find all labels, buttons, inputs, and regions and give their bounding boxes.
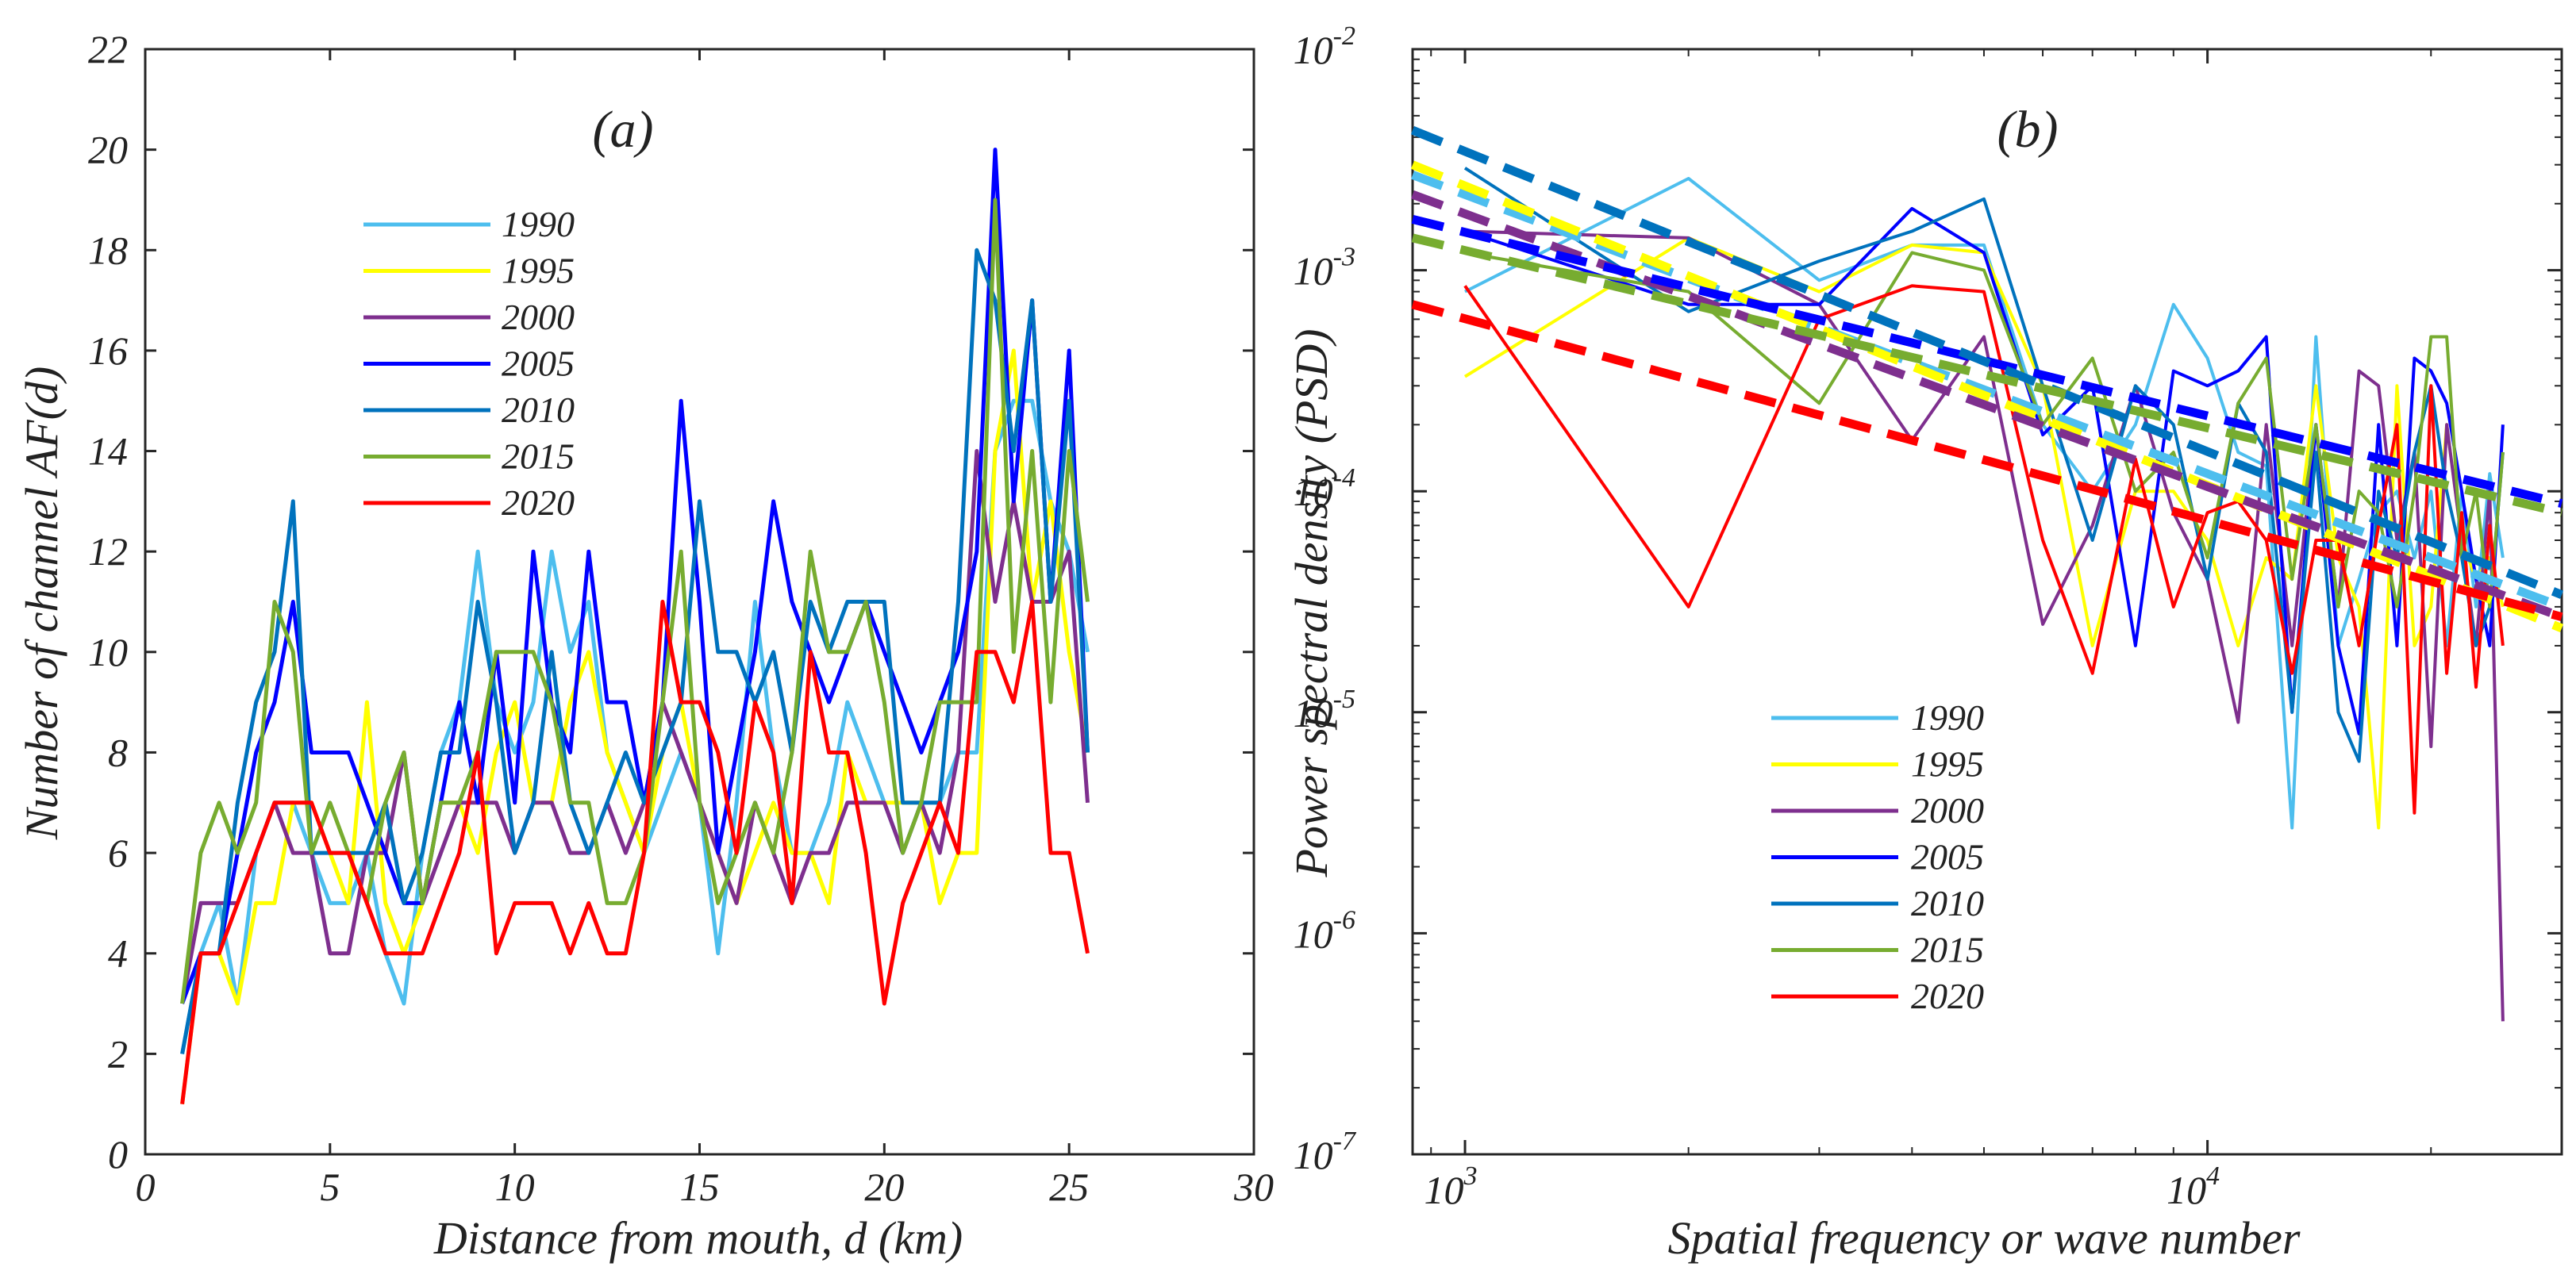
panel-b-series-line-2010 xyxy=(1463,167,2505,763)
panel-a-y-tick-label: 16 xyxy=(88,328,128,373)
panel-a-y-tick-label: 4 xyxy=(108,931,128,976)
panel-a-x-tick-label: 30 xyxy=(1233,1165,1274,1209)
panel-b-y-tick-label: 10-5 xyxy=(1294,685,1355,735)
panel-b-x-tick-base: 10 xyxy=(2167,1168,2206,1212)
panel-a-label: (a) xyxy=(593,101,654,159)
panel-a-legend-label-2015: 2015 xyxy=(502,436,575,477)
panel-b-legend-label-2015: 2015 xyxy=(1911,930,1984,970)
panel-a-x-tick-label: 10 xyxy=(495,1165,535,1209)
panel-b-x-tick-exponent: 4 xyxy=(2206,1161,2220,1191)
panel-a-x-tick-label: 25 xyxy=(1049,1165,1089,1209)
panel-b-fit-line-1995 xyxy=(1410,160,2564,632)
panel-a-series-line-2015 xyxy=(180,198,1090,1004)
panel-a-x-tick-label: 5 xyxy=(320,1165,340,1209)
panel-a-ticks: 0 5 10 15 20 25 30 0 2 4 6 8 10 12 14 16 18 20 22 xyxy=(88,27,1274,1209)
panel-b-legend-label-1995: 1995 xyxy=(1911,744,1984,785)
panel-b-y-tick-label: 10-4 xyxy=(1294,463,1355,514)
panel-b-y-tick-label: 10-6 xyxy=(1294,905,1355,956)
panel-b-x-tick-label: 103 xyxy=(1424,1161,1478,1212)
panel-a-legend-label-1995: 1995 xyxy=(502,251,575,291)
panel-b-y-tick-base: 10 xyxy=(1294,691,1333,735)
panel-a-legend-label-2005: 2005 xyxy=(502,344,575,384)
panel-b-legend-label-2010: 2010 xyxy=(1911,883,1984,923)
panel-a-x-tick-label: 20 xyxy=(864,1165,904,1209)
panel-a-y-tick-label: 20 xyxy=(88,128,128,172)
panel-a-series-line-2000 xyxy=(180,449,1090,1004)
panel-b-y-tick-base: 10 xyxy=(1294,28,1333,72)
panel-b-y-tick-exponent: -7 xyxy=(1333,1127,1357,1156)
panel-b-y-tick-exponent: -6 xyxy=(1333,905,1355,935)
panel-b-series-line-2020 xyxy=(1463,284,2505,815)
panel-a-y-tick-label: 22 xyxy=(88,27,128,71)
panel-b-legend-label-2020: 2020 xyxy=(1911,976,1984,1016)
panel-b-legend-label-2000: 2000 xyxy=(1911,790,1984,831)
panel-a-y-axis-label: Number of channel AF(d) xyxy=(16,367,67,841)
panel-b-y-tick-label: 10-7 xyxy=(1294,1127,1357,1177)
panel-b-y-axis-label: Power spectral density (PSD) xyxy=(1286,328,1337,877)
panel-b-fit-line-2020 xyxy=(1411,300,2563,621)
panel-b-label: (b) xyxy=(1997,101,2059,159)
panel-a-y-tick-label: 2 xyxy=(108,1031,128,1076)
panel-b-y-tick-exponent: -4 xyxy=(1333,463,1355,493)
panel-b-y-tick-base: 10 xyxy=(1294,912,1333,956)
panel-b-series-line-2015 xyxy=(1464,251,2505,608)
panel-a-series xyxy=(180,148,1090,1105)
panel-b-y-tick-base: 10 xyxy=(1294,1133,1333,1177)
panel-a-legend: 1990 1995 2000 2005 2010 2015 2020 xyxy=(363,204,575,523)
panel-a-y-tick-label: 12 xyxy=(88,529,128,574)
panel-a-y-tick-label: 6 xyxy=(108,831,128,875)
panel-b-series-line-2000 xyxy=(1464,229,2505,1022)
panel-b-fit-line-2015 xyxy=(1411,233,2563,517)
panel-b-x-tick-exponent: 3 xyxy=(1463,1161,1478,1191)
panel-a-x-tick-label: 0 xyxy=(136,1165,156,1209)
panel-a-chart: 0 5 10 15 20 25 30 0 2 4 6 8 10 12 14 16 18 20 22 (a) Dist… xyxy=(16,27,1274,1264)
panel-b-fit-line-2010 xyxy=(1410,126,2564,599)
panel-b-y-tick-exponent: -2 xyxy=(1333,21,1355,51)
panel-a-legend-label-1990: 1990 xyxy=(502,204,575,244)
panel-b-y-tick-base: 10 xyxy=(1294,249,1333,294)
panel-a-legend-label-2000: 2000 xyxy=(502,297,575,337)
panel-b-y-tick-exponent: -5 xyxy=(1333,685,1355,714)
panel-b-legend: 1990 1995 2000 2005 2010 2015 2020 xyxy=(1771,697,1984,1016)
panel-b-legend-label-1990: 1990 xyxy=(1911,697,1984,738)
panel-a-y-tick-label: 0 xyxy=(108,1132,128,1177)
panel-b-series xyxy=(1410,126,2564,1022)
panel-a-y-tick-label: 8 xyxy=(108,730,128,774)
panel-a-x-tick-label: 15 xyxy=(680,1165,720,1209)
panel-a-legend-label-2010: 2010 xyxy=(502,390,575,430)
panel-a-series-line-2020 xyxy=(180,600,1090,1105)
panel-b-legend-label-2005: 2005 xyxy=(1911,837,1984,877)
panel-b-y-tick-label: 10-3 xyxy=(1294,243,1355,294)
panel-b-y-tick-label: 10-2 xyxy=(1294,21,1355,72)
panel-a-y-tick-label: 10 xyxy=(88,630,128,674)
panel-b-y-tick-base: 10 xyxy=(1294,470,1333,514)
panel-b-y-tick-exponent: -3 xyxy=(1333,243,1355,272)
panel-b-x-tick-label: 104 xyxy=(2167,1161,2220,1212)
panel-a-y-tick-label: 18 xyxy=(88,228,128,272)
panel-b-x-axis-label: Spatial frequency or wave number xyxy=(1668,1212,2301,1264)
panel-a-legend-label-2020: 2020 xyxy=(502,482,575,523)
panel-b-x-tick-base: 10 xyxy=(1424,1168,1464,1212)
panel-a-y-tick-label: 14 xyxy=(88,429,128,474)
panel-b-fit-line-1990 xyxy=(1411,171,2563,612)
panel-a-x-axis-label: Distance from mouth, d (km) xyxy=(433,1212,963,1264)
